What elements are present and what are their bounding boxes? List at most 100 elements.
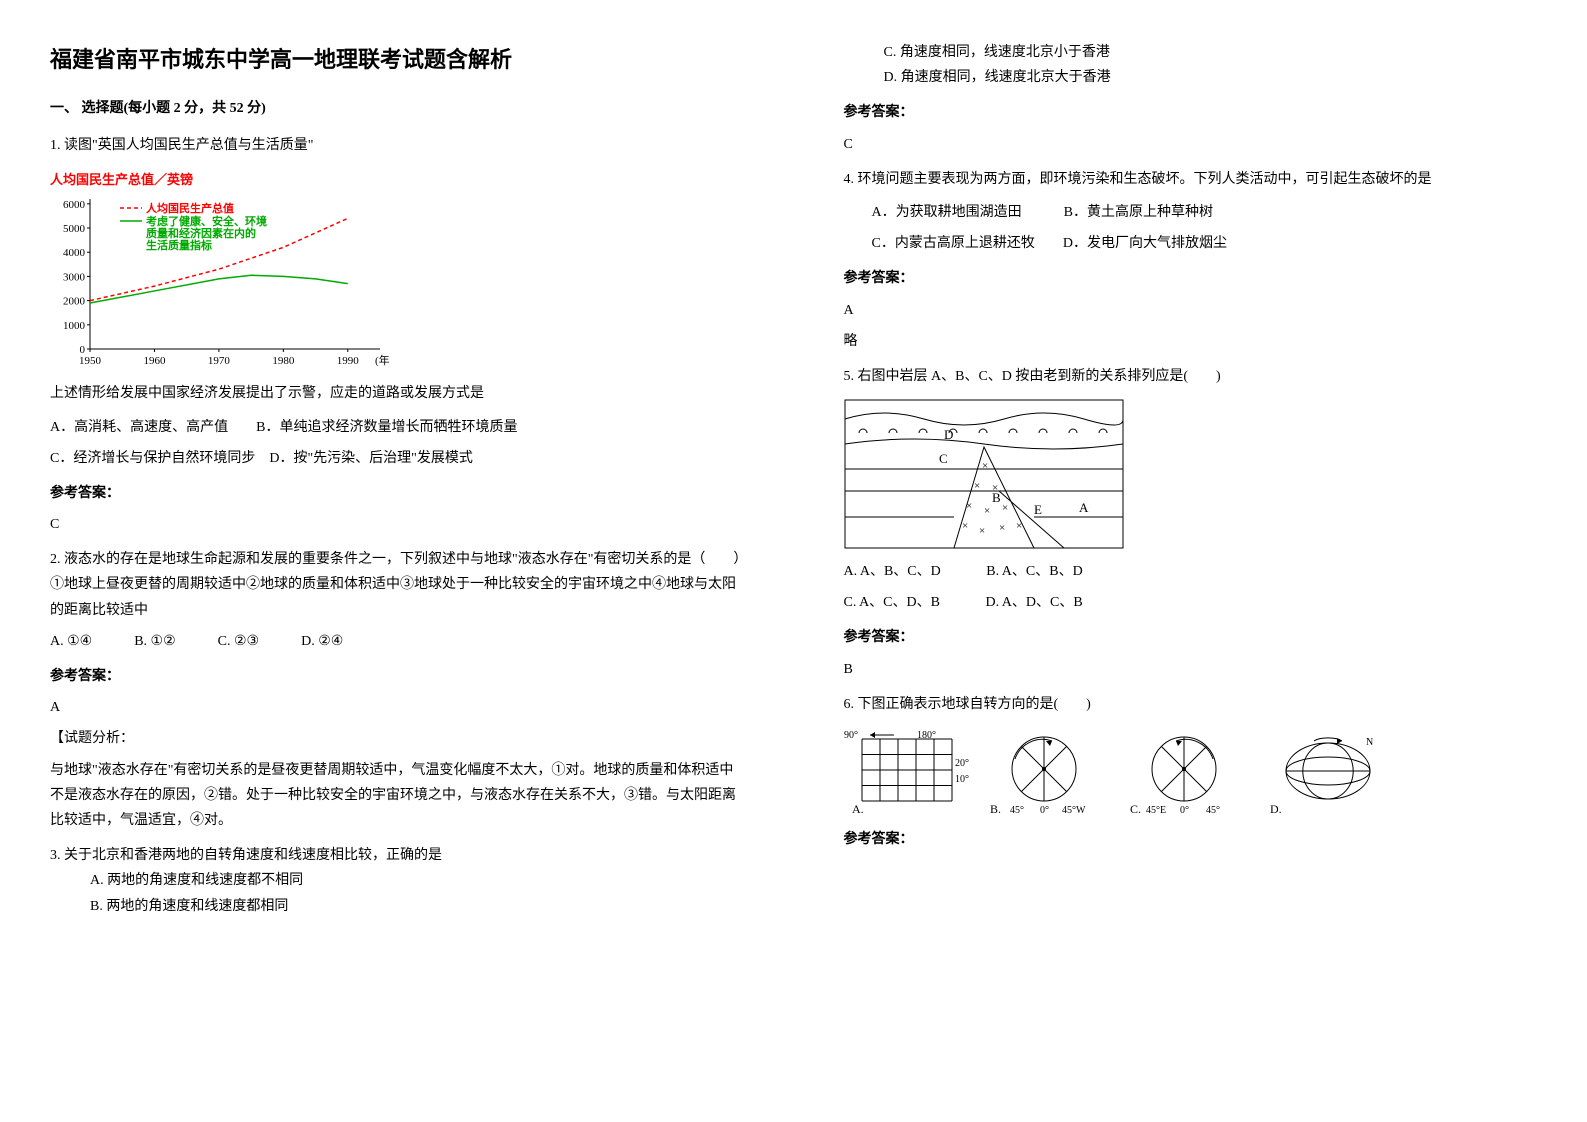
svg-text:C: C — [939, 451, 948, 466]
right-column: C. 角速度相同，线速度北京小于香港 D. 角速度相同，线速度北京大于香港 参考… — [794, 0, 1587, 1122]
svg-text:45°: 45° — [1206, 805, 1220, 816]
svg-text:×: × — [962, 520, 968, 532]
svg-text:×: × — [1016, 520, 1022, 532]
svg-text:D: D — [944, 427, 953, 442]
svg-text:3000: 3000 — [63, 272, 86, 284]
q5-optC: C. A、C、D、B — [844, 595, 940, 610]
q3-answer: C — [844, 132, 1538, 157]
q4-line2: C．内蒙古高原上退耕还牧 D．发电厂向大气排放烟尘 — [872, 231, 1538, 256]
q5-line2: C. A、C、D、B D. A、D、C、B — [844, 590, 1538, 615]
q6-diagram: 90°180°20°10°A.45°45°W0°B.45°E45°0°C.ND. — [844, 727, 1538, 817]
doc-title: 福建省南平市城东中学高一地理联考试题含解析 — [50, 40, 744, 80]
q5-answer: B — [844, 657, 1538, 682]
svg-text:90°: 90° — [844, 730, 858, 741]
q3-stem: 3. 关于北京和香港两地的自转角速度和线速度相比较，正确的是 — [50, 843, 744, 868]
q5-diagram: DC××××××××××BEA — [844, 399, 1538, 549]
svg-text:生活质量指标: 生活质量指标 — [146, 238, 212, 252]
q5-line1: A. A、B、C、D B. A、C、B、D — [844, 559, 1538, 584]
q3-answer-label: 参考答案： — [844, 100, 1538, 125]
q1-after: 上述情形给发展中国家经济发展提出了示警，应走的道路或发展方式是 — [50, 381, 744, 406]
question-2: 2. 液态水的存在是地球生命起源和发展的重要条件之一，下列叙述中与地球"液态水存… — [50, 547, 744, 833]
svg-text:×: × — [984, 505, 990, 517]
q5-diagram-svg: DC××××××××××BEA — [844, 399, 1124, 549]
svg-text:×: × — [999, 522, 1005, 534]
svg-text:×: × — [974, 480, 980, 492]
q1-chart-svg: 0100020003000400050006000195019601970198… — [50, 191, 390, 371]
q6-answer-label: 参考答案： — [844, 827, 1538, 852]
svg-text:0°: 0° — [1180, 805, 1189, 816]
svg-text:人均国民生产总值: 人均国民生产总值 — [146, 201, 234, 215]
q2-options: A. ①④ B. ①② C. ②③ D. ②④ — [50, 629, 744, 654]
q2-items: ①地球上昼夜更替的周期较适中②地球的质量和体积适中③地球处于一种比较安全的宇宙环… — [50, 572, 744, 622]
q4-extra: 略 — [844, 329, 1538, 354]
q1-stem: 1. 读图"英国人均国民生产总值与生活质量" — [50, 133, 744, 158]
svg-text:5000: 5000 — [63, 223, 86, 235]
svg-text:4000: 4000 — [63, 248, 86, 260]
q5-answer-label: 参考答案： — [844, 625, 1538, 650]
q4-stem: 4. 环境问题主要表现为两方面，即环境污染和生态破坏。下列人类活动中，可引起生态… — [844, 167, 1538, 192]
svg-text:45°: 45° — [1010, 805, 1024, 816]
svg-text:1960: 1960 — [143, 355, 166, 367]
svg-text:×: × — [979, 525, 985, 537]
q3-optA: A. 两地的角速度和线速度都不相同 — [50, 868, 744, 893]
q3-optB: B. 两地的角速度和线速度都相同 — [50, 894, 744, 919]
svg-text:(年): (年) — [375, 353, 390, 367]
q4-line1: A．为获取耕地围湖造田 B．黄土高原上种草种树 — [872, 200, 1538, 225]
q4-options: A．为获取耕地围湖造田 B．黄土高原上种草种树 C．内蒙古高原上退耕还牧 D．发… — [844, 200, 1538, 256]
q6-diagram-svg: 90°180°20°10°A.45°45°W0°B.45°E45°0°C.ND. — [844, 727, 1404, 817]
svg-text:6000: 6000 — [63, 199, 86, 211]
q2-analysis-label: 【试题分析： — [50, 726, 744, 751]
svg-text:A.: A. — [852, 802, 864, 816]
svg-text:C.: C. — [1130, 802, 1141, 816]
svg-text:1980: 1980 — [272, 355, 295, 367]
q1-opt-line1: A．高消耗、高速度、高产值 B．单纯追求经济数量增长而牺牲环境质量 — [50, 415, 744, 440]
q5-optD: D. A、D、C、B — [985, 595, 1082, 610]
left-column: 福建省南平市城东中学高一地理联考试题含解析 一、 选择题(每小题 2 分，共 5… — [0, 0, 794, 1122]
svg-text:×: × — [982, 460, 988, 472]
svg-text:×: × — [1002, 502, 1008, 514]
q1-answer-label: 参考答案： — [50, 481, 744, 506]
svg-text:2000: 2000 — [63, 296, 86, 308]
q5-options: A. A、B、C、D B. A、C、B、D C. A、C、D、B D. A、D、… — [844, 559, 1538, 615]
q2-answer-label: 参考答案： — [50, 664, 744, 689]
q6-stem: 6. 下图正确表示地球自转方向的是( ) — [844, 692, 1538, 717]
svg-text:D.: D. — [1270, 802, 1282, 816]
svg-text:1000: 1000 — [63, 320, 86, 332]
svg-text:N: N — [1366, 737, 1373, 748]
svg-text:×: × — [966, 500, 972, 512]
svg-text:B.: B. — [990, 802, 1001, 816]
q2-analysis: 与地球"液态水存在"有密切关系的是昼夜更替周期较适中，气温变化幅度不太大，①对。… — [50, 758, 744, 834]
svg-text:1970: 1970 — [208, 355, 231, 367]
question-3: 3. 关于北京和香港两地的自转角速度和线速度相比较，正确的是 A. 两地的角速度… — [50, 843, 744, 919]
q1-options: A．高消耗、高速度、高产值 B．单纯追求经济数量增长而牺牲环境质量 C．经济增长… — [50, 415, 744, 471]
svg-text:质量和经济因素在内的: 质量和经济因素在内的 — [146, 226, 256, 240]
question-6: 6. 下图正确表示地球自转方向的是( ) 90° 180° 20° 10° A. 45° 4… — [844, 692, 1538, 852]
q5-optB: B. A、C、B、D — [986, 564, 1082, 579]
q3-optC: C. 角速度相同，线速度北京小于香港 — [844, 40, 1538, 65]
q1-chart: 人均国民生产总值／英镑 0100020003000400050006000195… — [50, 168, 744, 371]
svg-text:180°: 180° — [917, 730, 936, 741]
q1-opt-line2: C．经济增长与保护自然环境同步 D．按"先污染、后治理"发展模式 — [50, 446, 744, 471]
svg-text:10°: 10° — [955, 774, 969, 785]
section-header: 一、 选择题(每小题 2 分，共 52 分) — [50, 96, 744, 121]
q1-chart-title: 人均国民生产总值／英镑 — [50, 168, 744, 191]
svg-text:1950: 1950 — [79, 355, 102, 367]
svg-text:20°: 20° — [955, 758, 969, 769]
q2-stem: 2. 液态水的存在是地球生命起源和发展的重要条件之一，下列叙述中与地球"液态水存… — [50, 547, 744, 572]
svg-text:0°: 0° — [1040, 805, 1049, 816]
svg-text:考虑了健康、安全、环境: 考虑了健康、安全、环境 — [146, 214, 267, 228]
svg-text:A: A — [1079, 500, 1089, 515]
question-5: 5. 右图中岩层 A、B、C、D 按由老到新的关系排列应是( ) DC×××××… — [844, 364, 1538, 682]
q3-optD: D. 角速度相同，线速度北京大于香港 — [844, 65, 1538, 90]
svg-text:B: B — [992, 490, 1001, 505]
svg-text:1990: 1990 — [337, 355, 360, 367]
q5-optA: A. A、B、C、D — [844, 564, 941, 579]
question-4: 4. 环境问题主要表现为两方面，即环境污染和生态破坏。下列人类活动中，可引起生态… — [844, 167, 1538, 354]
q2-answer: A — [50, 695, 744, 720]
svg-text:45°E: 45°E — [1146, 805, 1166, 816]
q4-answer: A — [844, 298, 1538, 323]
q4-answer-label: 参考答案： — [844, 266, 1538, 291]
q5-stem: 5. 右图中岩层 A、B、C、D 按由老到新的关系排列应是( ) — [844, 364, 1538, 389]
q1-answer: C — [50, 512, 744, 537]
question-1: 1. 读图"英国人均国民生产总值与生活质量" 人均国民生产总值／英镑 01000… — [50, 133, 744, 538]
